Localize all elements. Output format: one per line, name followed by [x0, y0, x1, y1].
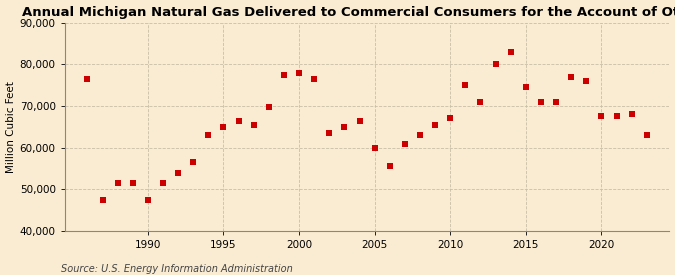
- Point: [566, 75, 576, 79]
- Point: [158, 181, 169, 185]
- Point: [354, 118, 365, 123]
- Point: [414, 133, 425, 138]
- Text: Source: U.S. Energy Information Administration: Source: U.S. Energy Information Administ…: [61, 264, 292, 274]
- Point: [233, 118, 244, 123]
- Point: [339, 125, 350, 129]
- Point: [641, 133, 652, 138]
- Point: [490, 62, 501, 67]
- Point: [520, 85, 531, 89]
- Point: [596, 114, 607, 119]
- Point: [82, 77, 93, 81]
- Point: [384, 164, 395, 169]
- Point: [445, 116, 456, 121]
- Point: [294, 70, 304, 75]
- Point: [279, 73, 290, 77]
- Title: Annual Michigan Natural Gas Delivered to Commercial Consumers for the Account of: Annual Michigan Natural Gas Delivered to…: [22, 6, 675, 18]
- Point: [535, 100, 546, 104]
- Point: [475, 100, 486, 104]
- Point: [97, 198, 108, 202]
- Point: [203, 133, 214, 138]
- Point: [142, 198, 153, 202]
- Point: [611, 114, 622, 119]
- Point: [369, 145, 380, 150]
- Point: [188, 160, 198, 164]
- Point: [218, 125, 229, 129]
- Point: [626, 112, 637, 117]
- Point: [128, 181, 138, 185]
- Point: [400, 141, 410, 146]
- Y-axis label: Million Cubic Feet: Million Cubic Feet: [5, 81, 16, 173]
- Point: [263, 105, 274, 109]
- Point: [173, 170, 184, 175]
- Point: [112, 181, 123, 185]
- Point: [248, 123, 259, 127]
- Point: [324, 131, 335, 135]
- Point: [430, 123, 441, 127]
- Point: [460, 83, 470, 87]
- Point: [551, 100, 562, 104]
- Point: [308, 77, 319, 81]
- Point: [506, 50, 516, 54]
- Point: [581, 79, 592, 83]
